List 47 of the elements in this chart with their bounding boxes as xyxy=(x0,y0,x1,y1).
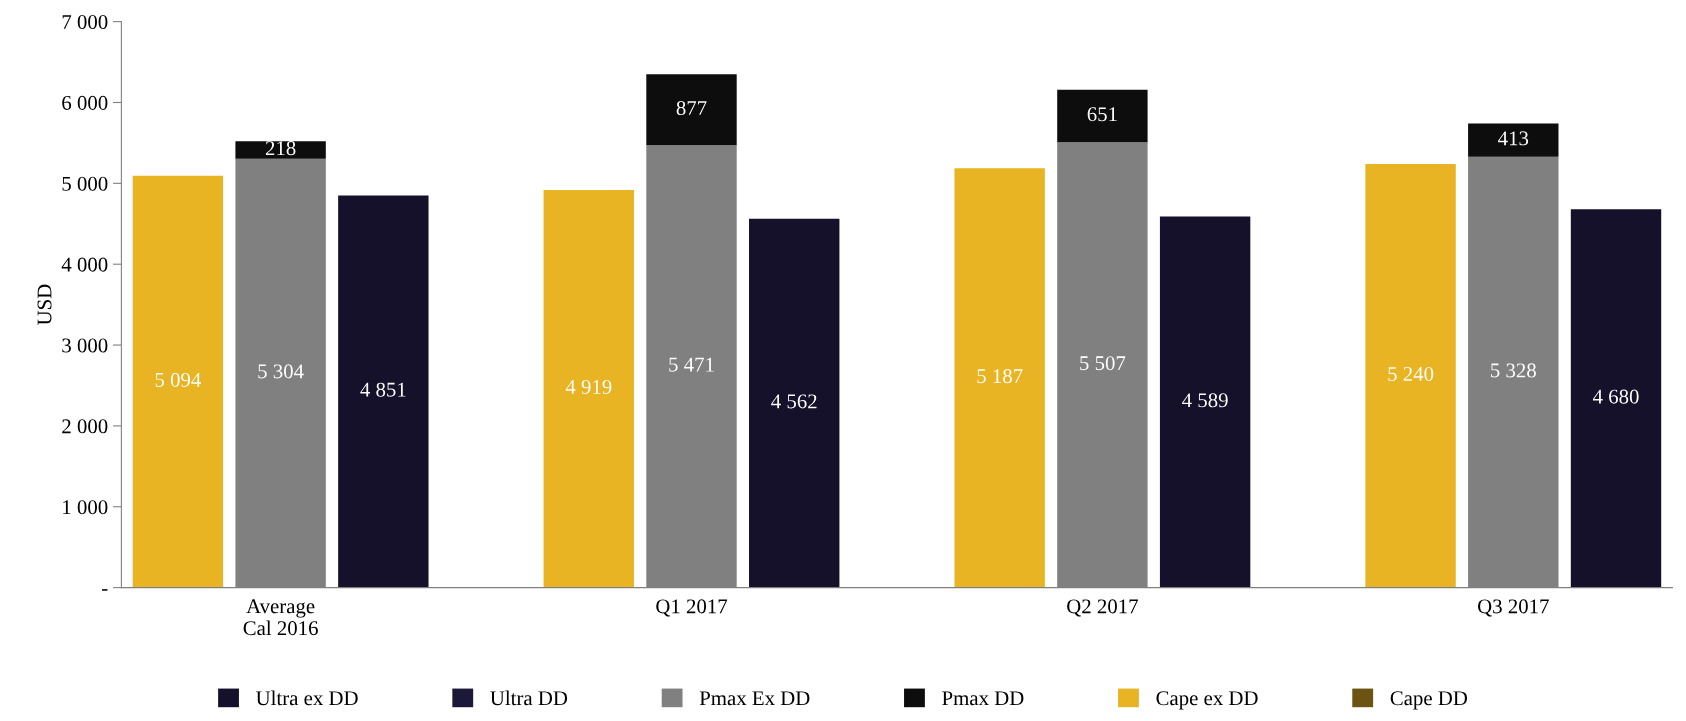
data-label: 5 187 xyxy=(977,369,1023,384)
y-tick-label: 2 000 xyxy=(62,419,108,434)
data-label: 5 304 xyxy=(258,364,304,379)
bar xyxy=(543,189,634,588)
data-label: 4 562 xyxy=(771,394,817,409)
legend-label: Pmax Ex DD xyxy=(699,691,810,706)
y-tick-label: 3 000 xyxy=(62,338,108,353)
legend-label: Ultra ex DD xyxy=(256,690,358,706)
y-tick-label: - xyxy=(102,589,108,591)
bar xyxy=(1057,89,1148,143)
data-label: 4 851 xyxy=(360,382,406,397)
data-label: 651 xyxy=(1087,107,1117,122)
data-label: 4 589 xyxy=(1182,393,1228,408)
y-tick-label: 7 000 xyxy=(62,15,108,30)
y-tick-label: 6 000 xyxy=(62,95,108,110)
y-tick-label: 1 000 xyxy=(63,500,108,515)
bar xyxy=(338,195,429,588)
data-label: 5 471 xyxy=(669,357,714,372)
legend-label: Cape DD xyxy=(1390,691,1468,710)
bar xyxy=(749,218,840,588)
legend-label: Cape ex DD xyxy=(1156,691,1258,710)
bar xyxy=(1159,216,1251,588)
bar xyxy=(132,175,224,588)
bar xyxy=(954,168,1045,588)
data-label: 4 919 xyxy=(565,379,612,394)
x-tick-label: Average Cal 2016 xyxy=(243,599,318,636)
bar xyxy=(1468,123,1559,157)
bar xyxy=(235,141,326,159)
x-tick-label: Q1 2017 xyxy=(656,599,728,617)
data-label: 4 680 xyxy=(1592,389,1639,404)
x-tick-label: Q3 2017 xyxy=(1477,599,1549,617)
bar xyxy=(646,74,737,146)
legend-label: Pmax DD xyxy=(942,691,1024,706)
y-axis-title: USD xyxy=(37,284,52,326)
y-tick-label: 5 000 xyxy=(62,176,108,191)
bar xyxy=(1365,163,1456,588)
legend-label: Ultra DD xyxy=(490,690,568,706)
data-label: 5 094 xyxy=(155,372,201,387)
y-tick-label: 4 000 xyxy=(61,257,108,272)
bar xyxy=(1570,209,1662,588)
data-label: 5 240 xyxy=(1388,366,1434,381)
data-label: 877 xyxy=(676,100,707,116)
data-label: 218 xyxy=(265,141,296,156)
x-tick-label: Q2 2017 xyxy=(1067,599,1138,617)
data-label: 5 507 xyxy=(1080,356,1126,371)
data-label: 5 328 xyxy=(1491,363,1536,378)
data-label: 413 xyxy=(1498,131,1529,146)
